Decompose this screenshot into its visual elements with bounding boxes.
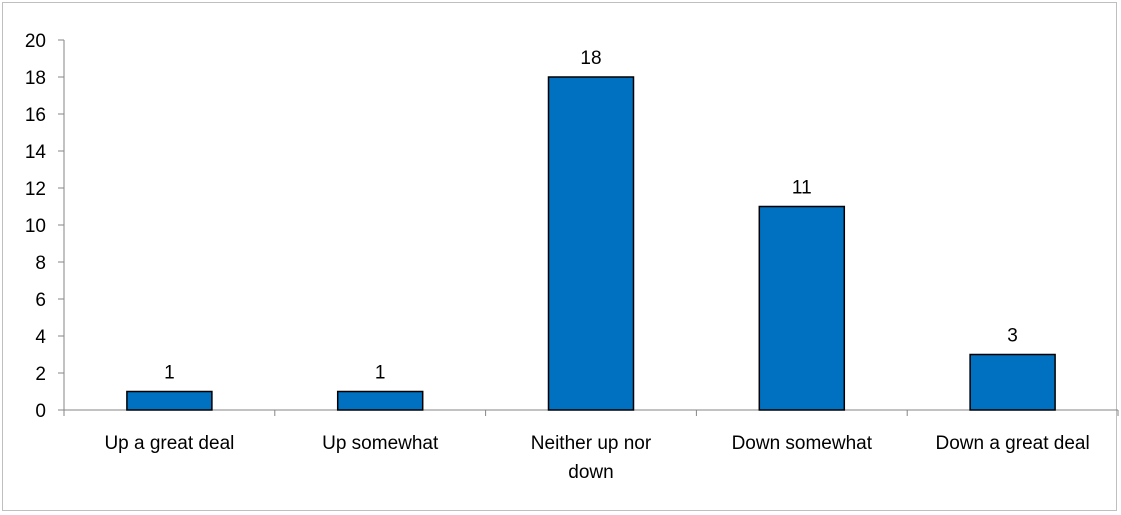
y-tick-label: 14 xyxy=(25,142,47,163)
bar xyxy=(758,205,846,411)
y-tick-label: 12 xyxy=(25,179,46,200)
data-label: 18 xyxy=(580,48,601,69)
y-axis: 0 2 4 6 8 10 12 14 16 18 20 xyxy=(25,31,65,422)
bar xyxy=(547,76,635,411)
data-label: 1 xyxy=(164,363,175,384)
y-tick-label: 10 xyxy=(25,216,46,237)
bar xyxy=(126,390,213,411)
y-tick-label: 8 xyxy=(35,253,46,274)
x-category-label: Down somewhat xyxy=(732,433,873,454)
y-tick-label: 6 xyxy=(35,290,46,311)
x-category-label: Up a great deal xyxy=(104,433,234,454)
y-tick-label: 16 xyxy=(25,105,46,126)
data-label: 11 xyxy=(792,178,812,199)
y-tick-label: 20 xyxy=(25,31,46,52)
x-axis: Up a great deal Up somewhat Neither up nor… xyxy=(63,409,1119,483)
y-tick-label: 2 xyxy=(35,364,46,385)
data-label: 1 xyxy=(375,363,386,384)
bar xyxy=(336,390,424,411)
y-tick-label: 4 xyxy=(35,327,46,348)
bars xyxy=(126,76,1056,411)
y-tick-label: 18 xyxy=(25,68,46,89)
y-tick-label: 0 xyxy=(35,401,46,422)
x-category-label: Neither up nor down xyxy=(531,433,652,483)
x-category-label: Down a great deal xyxy=(935,433,1089,454)
data-label: 3 xyxy=(1007,326,1018,347)
x-category-label: Up somewhat xyxy=(322,433,439,454)
bar xyxy=(969,353,1056,411)
